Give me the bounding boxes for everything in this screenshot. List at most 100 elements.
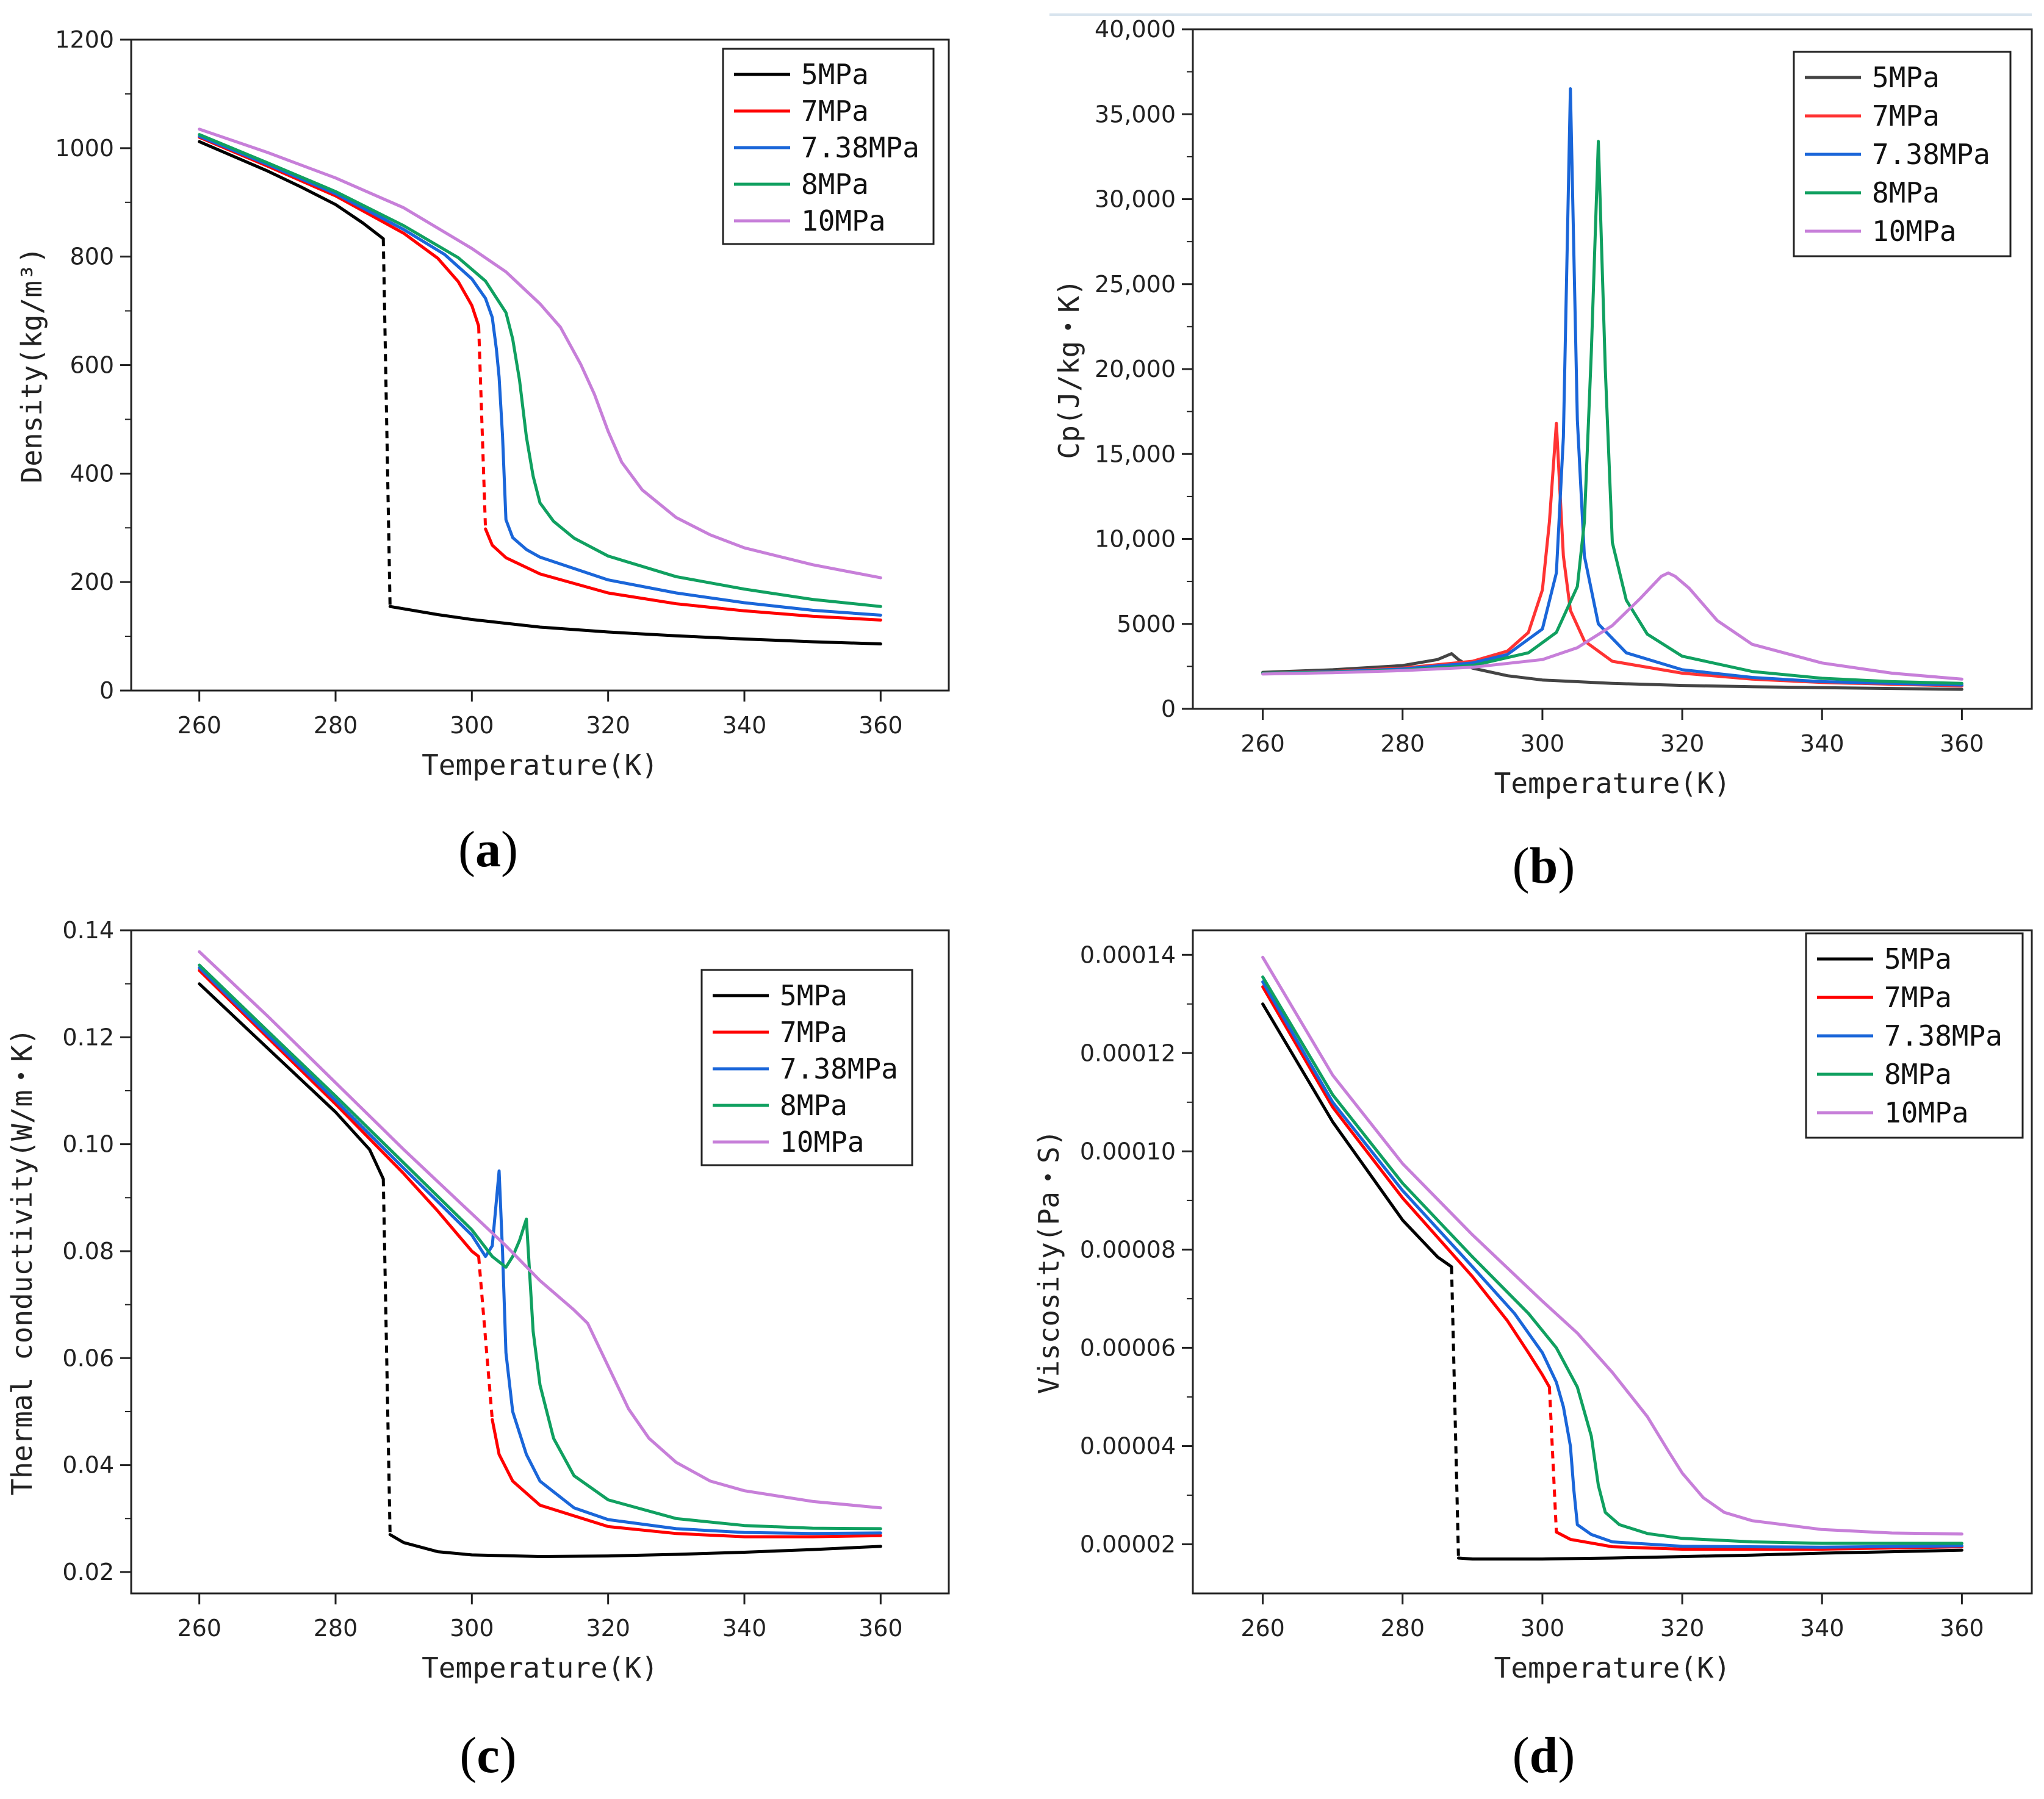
series-8MPa: [1261, 975, 1963, 1545]
y-tick-label: 0.12: [62, 1024, 114, 1050]
y-tick-label: 800: [70, 243, 114, 270]
y-axis-title: Density(kg/m³): [15, 247, 48, 484]
series-line: [1261, 975, 1963, 1545]
series-8MPa: [198, 963, 882, 1531]
panel-label: (c): [459, 1727, 516, 1784]
panel-c: 260 280 300 320 340 360 0.02 0.04 0.06 0.08 0.10 0.…: [5, 917, 950, 1784]
series-line: [1261, 1002, 1453, 1269]
legend: 5MPa 7MPa 7.38MPa 8MPa 10MPa: [1793, 51, 2012, 257]
series-line: [1261, 652, 1963, 691]
series-8MPa: [198, 133, 882, 608]
x-tick-label: 360: [1940, 1615, 1984, 1642]
plot-frame: [1192, 929, 2033, 1595]
panels: 260 280 300 320 340 360 0 200 400 600 800 1000 1200 T…: [5, 16, 2033, 1784]
panel-b: 260 280 300 320 340 360 0 5000 10,000 15,000 20,00…: [1053, 16, 2033, 894]
series-line: [198, 127, 882, 580]
x-tick-label: 300: [450, 1615, 494, 1642]
y-tick-label: 0.00004: [1080, 1432, 1176, 1459]
y-tick-label: 0.06: [62, 1345, 114, 1371]
series-line: [1261, 87, 1963, 687]
panel-label: (b): [1513, 838, 1575, 894]
x-tick-label: 260: [177, 1615, 221, 1642]
series-7MPa: [198, 135, 882, 622]
y-tick-label: 10,000: [1095, 526, 1176, 553]
legend-label: 5MPa: [780, 979, 847, 1012]
legend-label: 10MPa: [1872, 215, 1956, 248]
series-line-vapor: [491, 1418, 882, 1539]
y-axis-title: Cp(J/kg・K): [1053, 279, 1085, 459]
series-10MPa: [198, 950, 882, 1510]
y-tick-label: 25,000: [1095, 271, 1176, 298]
x-tick-label: 340: [1800, 730, 1844, 757]
x-tick-label: 280: [1380, 1615, 1425, 1642]
y-tick-label: 35,000: [1095, 101, 1176, 127]
x-tick-label: 360: [1940, 730, 1984, 757]
y-axis-title: Viscosity(Pa・S): [1032, 1130, 1065, 1395]
x-tick-label: 320: [1660, 730, 1705, 757]
series-line: [198, 982, 385, 1181]
y-tick-label: 0: [99, 677, 114, 704]
legend-label: 8MPa: [1872, 176, 1940, 209]
y-tick-label: 40,000: [1095, 16, 1176, 43]
legend-label: 7.38MPa: [801, 131, 919, 164]
x-axis-title: Temperature(K): [1494, 767, 1731, 800]
series-line: [1261, 571, 1963, 681]
series-10MPa: [1261, 955, 1963, 1536]
series-10MPa: [1261, 571, 1963, 681]
legend-label: 8MPa: [1884, 1058, 1952, 1091]
x-tick-label: 360: [858, 1615, 903, 1642]
series-8MPa: [1261, 140, 1963, 685]
y-tick-label: 30,000: [1095, 186, 1176, 213]
legend-label: 7MPa: [801, 95, 869, 127]
legend-label: 5MPa: [1872, 61, 1940, 94]
panel-d: 260 280 300 320 340 360 0.00002 0.00004 0.00006 0…: [1032, 929, 2033, 1784]
x-tick-label: 320: [586, 712, 630, 739]
legend-label: 7.38MPa: [780, 1052, 898, 1085]
series-phase-jump: [381, 1179, 392, 1535]
y-tick-label: 600: [70, 352, 114, 379]
series-7.38MPa: [198, 134, 882, 617]
y-axis-title: Thermal conductivity(W/m・K): [5, 1028, 38, 1495]
series-line: [1261, 955, 1963, 1536]
y-tick-label: 20,000: [1095, 356, 1176, 382]
series-phase-jump: [1450, 1266, 1460, 1559]
plot-frame: [130, 929, 950, 1595]
series-5MPa: [1261, 1002, 1963, 1561]
legend-label: 7.38MPa: [1872, 138, 1990, 171]
y-tick-label: 0.02: [62, 1559, 114, 1585]
legend-label: 7MPa: [1884, 981, 1952, 1014]
y-tick-label: 0: [1161, 695, 1176, 722]
series-5MPa: [198, 982, 882, 1558]
y-tick-label: 0.10: [62, 1131, 114, 1158]
series-line: [198, 969, 480, 1259]
series-line: [1261, 985, 1551, 1389]
y-tick-label: 0.00014: [1080, 941, 1176, 968]
legend-label: 8MPa: [780, 1089, 847, 1122]
series-line-vapor: [388, 1533, 882, 1558]
y-tick-label: 0.00008: [1080, 1236, 1176, 1263]
series-7.38MPa: [1261, 87, 1963, 687]
y-tick-label: 0.00010: [1080, 1138, 1176, 1165]
y-tick-label: 200: [70, 569, 114, 595]
x-tick-label: 280: [314, 712, 358, 739]
legend-label: 10MPa: [780, 1126, 864, 1158]
panel-label: (d): [1513, 1727, 1575, 1784]
legend-label: 7.38MPa: [1884, 1019, 2003, 1052]
y-tick-label: 1200: [55, 26, 114, 53]
series-5MPa: [1261, 652, 1963, 691]
y-tick-label: 0.00002: [1080, 1531, 1176, 1557]
y-tick-label: 0.00012: [1080, 1040, 1176, 1066]
x-tick-label: 340: [722, 712, 767, 739]
series-line: [198, 134, 882, 617]
series-7.38MPa: [198, 966, 882, 1535]
series-line: [198, 133, 882, 608]
y-tick-label: 1000: [55, 135, 114, 162]
series-phase-jump: [477, 326, 488, 530]
x-tick-label: 260: [1240, 1615, 1285, 1642]
series-line: [1261, 140, 1963, 685]
y-tick-label: 0.14: [62, 917, 114, 944]
x-tick-label: 320: [586, 1615, 630, 1642]
legend-label: 8MPa: [801, 168, 869, 201]
series-line-vapor: [1555, 1530, 1963, 1551]
